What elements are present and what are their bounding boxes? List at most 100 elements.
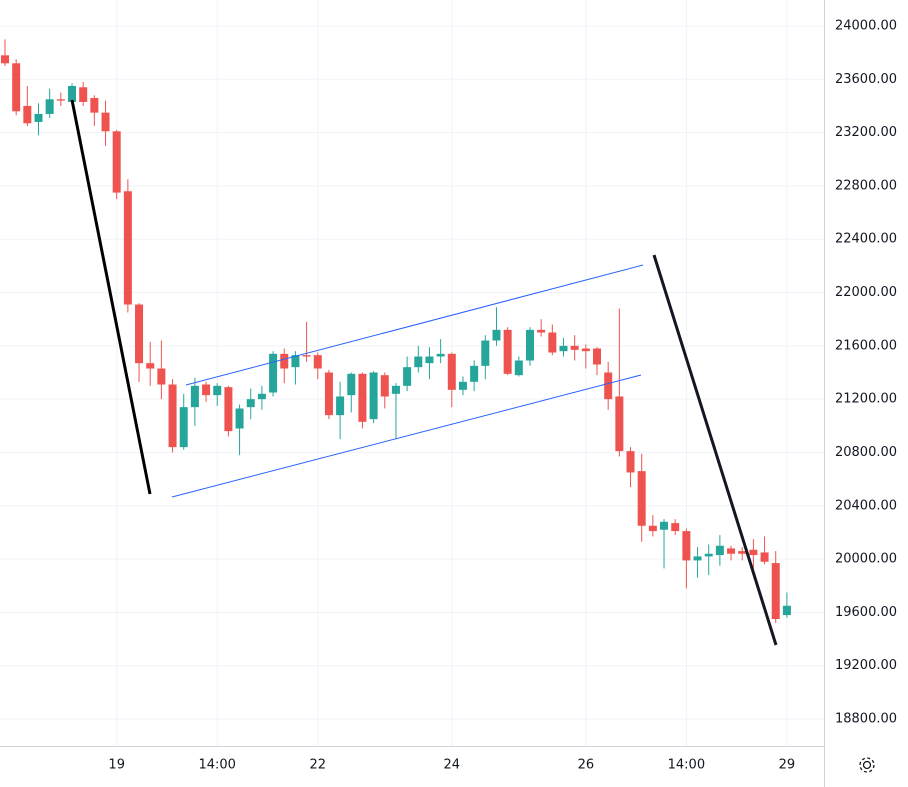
y-tick-label: 22400.00 (835, 232, 897, 247)
candle-body (101, 112, 110, 132)
x-tick-label: 26 (578, 758, 595, 773)
candle-body (179, 407, 188, 448)
candle-body (514, 360, 523, 376)
candle-body (190, 385, 199, 408)
x-tick-label: 24 (444, 758, 461, 773)
y-tick-label: 20800.00 (835, 445, 897, 460)
candle-body (391, 385, 400, 394)
x-tick-label: 29 (779, 758, 796, 773)
candle-body (481, 340, 490, 366)
candle-body (425, 356, 434, 364)
x-tick-label: 22 (309, 758, 326, 773)
candle-body (235, 408, 244, 429)
candle-body (581, 348, 590, 352)
candle-body (269, 353, 278, 393)
candle-body (782, 605, 791, 616)
candle-body (313, 355, 322, 369)
candle-body (146, 363, 155, 369)
candle-body (727, 548, 736, 554)
x-tick-label: 19 (108, 758, 125, 773)
candle-body (447, 353, 456, 390)
candles (1, 39, 791, 624)
y-tick-label: 22000.00 (835, 285, 897, 300)
candle-body (45, 99, 54, 114)
y-tick-label: 23200.00 (835, 125, 897, 140)
candle-body (68, 85, 77, 102)
y-tick-label: 24000.00 (835, 18, 897, 33)
candle-body (1, 55, 9, 64)
candle-body (570, 345, 579, 350)
channel-line (171, 374, 642, 498)
candle-body (90, 97, 99, 113)
y-tick-label: 23600.00 (835, 72, 897, 87)
candle-body (280, 353, 289, 369)
candle-body (112, 131, 121, 193)
candle-body (660, 521, 669, 530)
candle-body (380, 375, 389, 397)
y-tick-label: 20000.00 (835, 552, 897, 567)
candle-body (56, 99, 65, 101)
candle-body (626, 451, 635, 473)
candle-body (537, 329, 546, 333)
candle-body (302, 355, 311, 357)
candle-body (715, 545, 724, 556)
candle-body (637, 471, 646, 526)
candle-body (615, 396, 624, 452)
candle-body (492, 329, 501, 341)
y-tick-label: 22800.00 (835, 178, 897, 193)
candle-body (157, 368, 166, 385)
candle-body (593, 348, 602, 365)
candle-body (738, 551, 747, 554)
candle-body (503, 329, 512, 374)
candle-body (771, 563, 780, 620)
candle-body (548, 332, 557, 353)
candle-body (525, 329, 534, 361)
candle-body (559, 345, 568, 352)
y-tick-label: 21200.00 (835, 392, 897, 407)
candle-body (458, 381, 467, 390)
candle-body (23, 105, 32, 124)
x-tick-label: 14:00 (668, 758, 705, 773)
y-tick-label: 19200.00 (835, 658, 897, 673)
y-tick-label: 20400.00 (835, 498, 897, 513)
settings-button[interactable] (859, 757, 875, 773)
candle-body (436, 353, 445, 357)
y-tick-label: 19600.00 (835, 605, 897, 620)
grid (0, 0, 824, 746)
candle-body (12, 63, 21, 112)
candle-body (34, 113, 43, 122)
candle-body (202, 384, 211, 396)
candle-body (470, 365, 479, 382)
candle-body (369, 372, 378, 420)
candle-body (604, 372, 613, 400)
candle-body (246, 399, 255, 408)
candle-body (213, 385, 222, 396)
candle-body (123, 191, 132, 305)
candle-body (224, 387, 233, 432)
candle-body (403, 367, 412, 386)
candle-body (79, 87, 88, 102)
channel-line (185, 264, 644, 386)
candle-body (693, 556, 702, 561)
candle-body (749, 549, 758, 556)
candle-body (682, 531, 691, 561)
candle-body (414, 356, 423, 368)
candle-body (324, 372, 333, 416)
trend-line (70, 99, 152, 495)
candle-body (168, 384, 177, 448)
candle-body (760, 552, 769, 562)
candle-body (336, 396, 345, 416)
candle-body (347, 373, 356, 396)
drawings (70, 99, 778, 646)
candle-body (257, 393, 266, 400)
candle-body (648, 525, 657, 532)
candle-body (704, 553, 713, 557)
candle-body (135, 304, 144, 364)
candle-body (358, 373, 367, 422)
trend-line (652, 254, 778, 646)
candle-body (671, 523, 680, 532)
y-tick-label: 18800.00 (835, 712, 897, 727)
y-tick-label: 21600.00 (835, 338, 897, 353)
candle-body (291, 355, 300, 368)
